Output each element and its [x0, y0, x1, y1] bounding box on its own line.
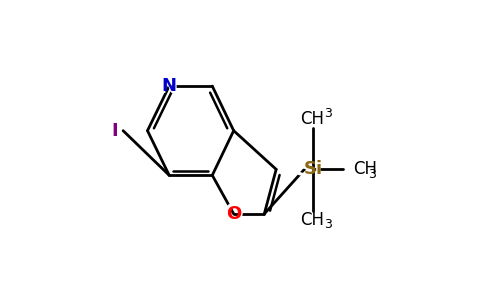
Text: O: O	[226, 205, 242, 223]
Text: I: I	[110, 119, 119, 143]
Text: Si: Si	[296, 157, 331, 181]
Text: N: N	[159, 74, 179, 98]
Text: O: O	[224, 202, 244, 226]
Text: I: I	[111, 122, 118, 140]
Text: 3: 3	[324, 218, 332, 231]
Text: CH: CH	[353, 160, 378, 178]
Text: 3: 3	[324, 107, 332, 120]
Text: CH: CH	[300, 110, 324, 128]
Text: N: N	[162, 77, 177, 95]
Text: 3: 3	[368, 168, 376, 181]
Text: CH: CH	[300, 211, 324, 229]
Text: Si: Si	[304, 160, 323, 178]
